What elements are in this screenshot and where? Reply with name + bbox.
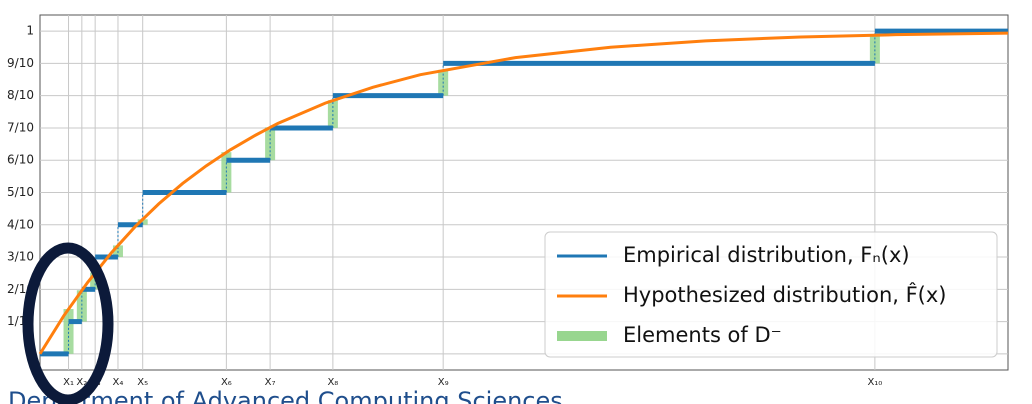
y-tick-label: 8/10 xyxy=(7,88,34,102)
d-minus-bar xyxy=(869,35,880,64)
y-tick-label: 5/10 xyxy=(7,185,34,199)
legend-label: Empirical distribution, Fₙ(x) xyxy=(623,243,910,267)
x-tick-label: X₅ xyxy=(137,377,148,388)
y-tick-label: 6/10 xyxy=(7,153,34,167)
hypothesized-curve xyxy=(38,31,1009,355)
y-tick-label: 1 xyxy=(26,24,34,38)
x-tick-label: X₇ xyxy=(265,377,276,388)
y-tick-label: 4/10 xyxy=(7,217,34,231)
x-tick-label: X₄ xyxy=(113,377,124,388)
y-tick-label: 7/10 xyxy=(7,120,34,134)
y-tick-label: 9/10 xyxy=(7,56,34,70)
annotation-circle xyxy=(22,242,114,404)
d-minus-bar xyxy=(137,219,148,225)
legend-label: Elements of D⁻ xyxy=(623,323,782,347)
x-tick-label: X₉ xyxy=(438,377,449,388)
footer-text: Department of Advanced Computing Science… xyxy=(8,387,563,404)
d-minus-bar xyxy=(76,290,87,322)
legend-box xyxy=(544,231,998,358)
x-tick-label: X₁ xyxy=(63,377,74,388)
d-minus-bar xyxy=(63,309,74,354)
x-tick-label: X₆ xyxy=(221,377,232,388)
x-tick-label: X₁₀ xyxy=(867,377,882,388)
y-tick-label: 3/10 xyxy=(7,250,34,264)
x-tick-label: X₈ xyxy=(327,377,338,388)
x-tick-label: X₂ xyxy=(76,377,87,388)
legend-label: Hypothesized distribution, F̂(x) xyxy=(623,282,947,307)
legend: Empirical distribution, Fₙ(x) Hypothesize… xyxy=(544,231,998,358)
